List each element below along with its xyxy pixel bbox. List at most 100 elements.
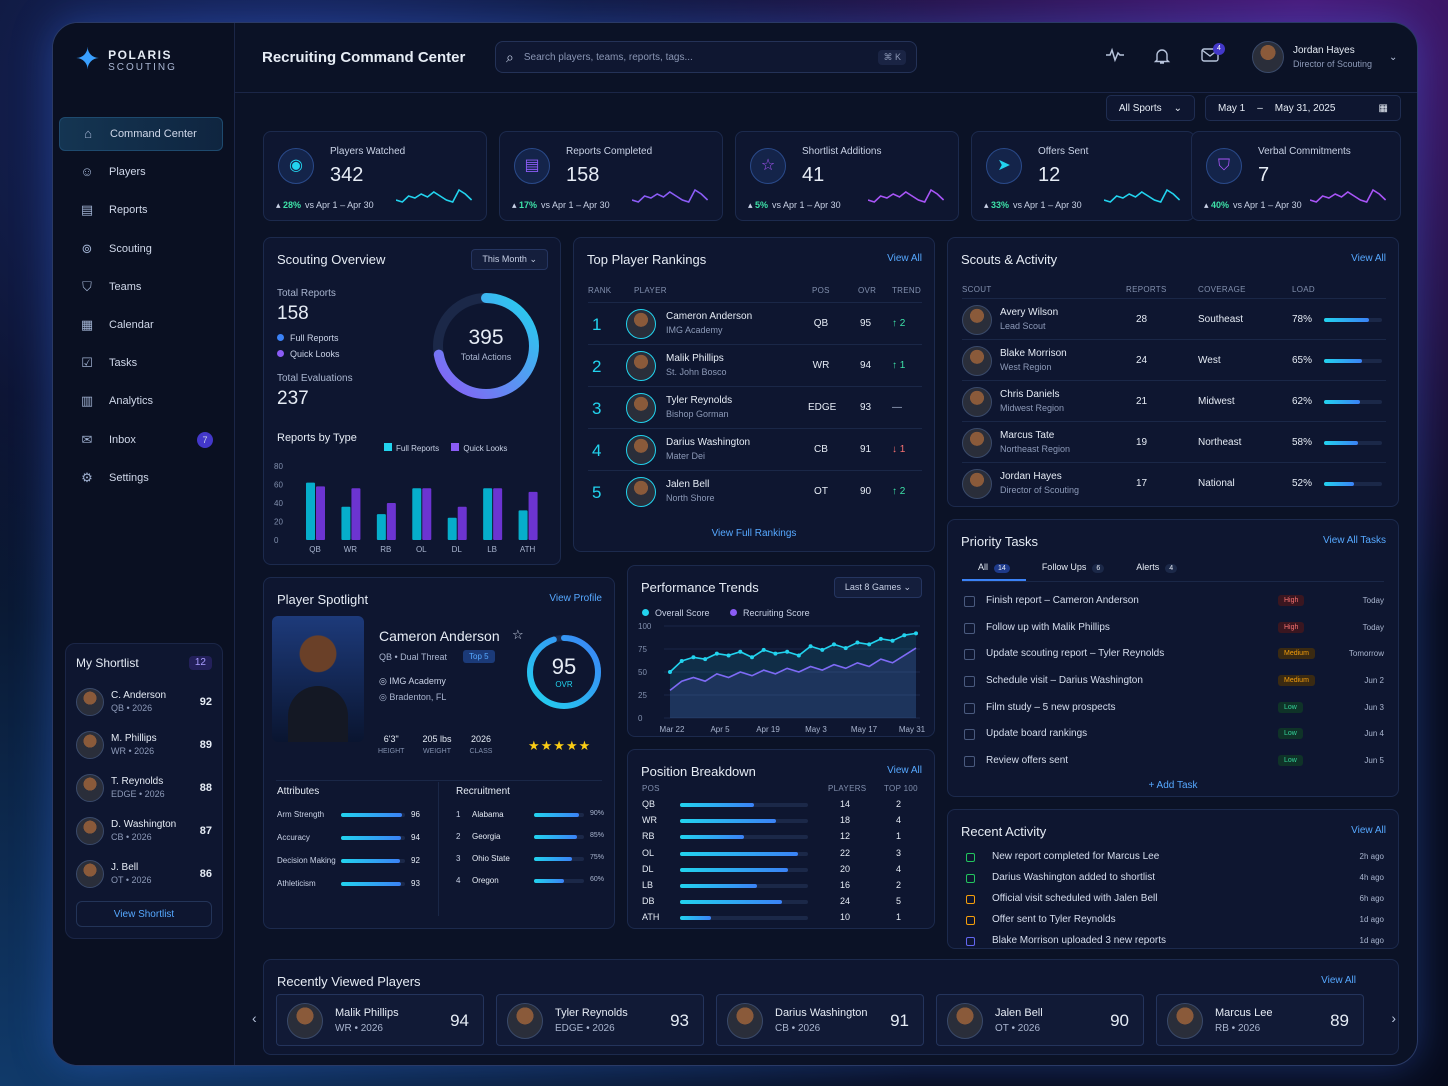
scouts-view-all-link[interactable]: View All (1351, 253, 1386, 264)
task-row[interactable]: Follow up with Malik Phillips High Today (962, 617, 1386, 644)
kpi-card-offers-sent[interactable]: ➤ Offers Sent 12 ▴ 33% vs Apr 1 – Apr 30 (971, 131, 1195, 221)
overview-range-select[interactable]: This Month ⌄ (471, 249, 548, 270)
activity-row[interactable]: Darius Washington added to shortlist 4h a… (962, 871, 1386, 892)
scout-row[interactable]: Avery Wilson Lead Scout 28 Southeast 78% (962, 298, 1386, 339)
date-range-picker[interactable]: May 1 – May 31, 2025 ▦ (1205, 95, 1401, 121)
sidebar-item-players[interactable]: ☺ Players (59, 155, 223, 189)
user-menu[interactable]: Jordan Hayes Director of Scouting ⌄ (1252, 41, 1397, 73)
task-checkbox[interactable] (964, 622, 975, 634)
kpi-card-verbal-commitments[interactable]: ⛉ Verbal Commitments 7 ▴ 40% vs Apr 1 – Apr … (1191, 131, 1401, 221)
tab-all[interactable]: All 14 (962, 556, 1026, 581)
scout-row[interactable]: Jordan Hayes Director of Scouting 17 Nation… (962, 462, 1386, 503)
task-checkbox[interactable] (964, 702, 975, 714)
positions-view-all-link[interactable]: View All (887, 765, 922, 776)
sidebar-item-settings[interactable]: ⚙ Settings (59, 461, 223, 495)
shortlist-item[interactable]: M. Phillips WR • 2026 89 (76, 723, 212, 766)
recent-player-card[interactable]: Jalen Bell OT • 2026 90 (936, 994, 1144, 1046)
recent-player-sub: RB • 2026 (1215, 1023, 1261, 1034)
scout-row[interactable]: Blake Morrison West Region 24 West 65% (962, 339, 1386, 380)
avatar (727, 1003, 763, 1039)
shortlist-item[interactable]: D. Washington CB • 2026 87 (76, 809, 212, 852)
search-bar[interactable]: ⌕ Search players, teams, reports, tags..… (495, 41, 917, 73)
scout-load-bar (1324, 400, 1382, 404)
recent-player-card[interactable]: Tyler Reynolds EDGE • 2026 93 (496, 994, 704, 1046)
task-row[interactable]: Schedule visit – Darius Washington Medium… (962, 670, 1386, 697)
task-checkbox[interactable] (964, 596, 975, 607)
sidebar-item-tasks[interactable]: ☑ Tasks (59, 346, 223, 380)
view-full-rankings-link[interactable]: View Full Rankings (711, 528, 797, 539)
rankings-col-trend: TREND (892, 286, 922, 295)
kpi-card-reports-completed[interactable]: ▤ Reports Completed 158 ▴ 17% vs Apr 1 – Apr… (499, 131, 723, 221)
sidebar-item-scouting[interactable]: ⊚ Scouting (59, 232, 223, 266)
task-row[interactable]: Update board rankings Low Jun 4 (962, 723, 1386, 750)
search-shortcut: ⌘ K (878, 49, 906, 65)
task-row[interactable]: Review offers sent Low Jun 5 (962, 750, 1386, 777)
tab-follow-ups[interactable]: Follow Ups 6 (1026, 556, 1120, 581)
recent-view-all-link[interactable]: View All (1321, 975, 1356, 986)
task-row[interactable]: Finish report – Cameron Anderson High Toda… (962, 590, 1386, 617)
recent-player-card[interactable]: Darius Washington CB • 2026 91 (716, 994, 924, 1046)
mail-icon[interactable]: 4 (1201, 43, 1225, 68)
recruitment-school: Alabama (472, 810, 504, 819)
chevron-right-icon[interactable]: › (1391, 1010, 1396, 1026)
favorite-star-icon[interactable]: ☆ (512, 627, 524, 642)
recent-player-card[interactable]: Marcus Lee RB • 2026 89 (1156, 994, 1364, 1046)
task-checkbox[interactable] (964, 729, 975, 741)
sidebar-item-calendar[interactable]: ▦ Calendar (59, 308, 223, 342)
kpi-card-players-watched[interactable]: ◉ Players Watched 342 ▴ 28% vs Apr 1 – Apr 3… (263, 131, 487, 221)
activity-row[interactable]: Official visit scheduled with Jalen Bell… (962, 892, 1386, 913)
task-checkbox[interactable] (964, 756, 975, 768)
bell-icon[interactable] (1153, 47, 1171, 70)
view-all-tasks-link[interactable]: View All Tasks (1323, 535, 1386, 546)
attribute-row: Arm Strength 96 (277, 810, 427, 833)
kpi-card-shortlist-additions[interactable]: ☆ Shortlist Additions 41 ▴ 5% vs Apr 1 – Apr… (735, 131, 959, 221)
sidebar-item-command-center[interactable]: ⌂ Command Center (59, 117, 223, 151)
scout-row[interactable]: Marcus Tate Northeast Region 19 Northeast 58… (962, 421, 1386, 462)
trends-range-value: Last 8 Games (844, 582, 901, 592)
recruiting-score-area (670, 648, 916, 718)
ranking-pos: WR (812, 360, 830, 371)
recent-player-name: Marcus Lee (1215, 1007, 1273, 1019)
activity-row[interactable]: Blake Morrison uploaded 3 new reports 1d … (962, 934, 1386, 955)
activity-view-all-link[interactable]: View All (1351, 825, 1386, 836)
task-checkbox[interactable] (964, 676, 975, 688)
activity-time: 1d ago (1359, 936, 1384, 945)
activity-pulse-icon[interactable] (1105, 47, 1125, 68)
tab-alerts[interactable]: Alerts 4 (1120, 556, 1193, 581)
sidebar-item-analytics[interactable]: ▥ Analytics (59, 384, 223, 418)
scout-row[interactable]: Chris Daniels Midwest Region 21 Midwest 62% (962, 380, 1386, 421)
chevron-left-icon[interactable]: ‹ (252, 1010, 257, 1026)
view-shortlist-button[interactable]: View Shortlist (76, 901, 212, 927)
overall-score-point (691, 655, 696, 660)
rankings-view-all-link[interactable]: View All (887, 253, 922, 264)
ranking-row[interactable]: 1 Cameron Anderson IMG Academy QB 95 ↑ 2 (588, 302, 922, 344)
brand-logo[interactable]: ✦ POLARIS SCOUTING (75, 45, 177, 75)
sidebar-item-reports[interactable]: ▤ Reports (59, 193, 223, 227)
search-input[interactable]: Search players, teams, reports, tags... (523, 51, 693, 63)
shortlist-item[interactable]: J. Bell OT • 2026 86 (76, 852, 212, 895)
ranking-player-name: Darius Washington (666, 437, 751, 448)
y-tick-label: 0 (274, 536, 279, 545)
view-profile-link[interactable]: View Profile (549, 593, 602, 604)
task-checkbox[interactable] (964, 649, 975, 661)
sidebar-item-inbox[interactable]: ✉ Inbox 7 (59, 423, 223, 457)
ranking-row[interactable]: 2 Malik Phillips St. John Bosco WR 94 ↑ 1 (588, 344, 922, 386)
shortlist-item[interactable]: T. Reynolds EDGE • 2026 88 (76, 766, 212, 809)
main-area: Recruiting Command Center ⌕ Search playe… (235, 23, 1417, 1065)
task-row[interactable]: Update scouting report – Tyler Reynolds M… (962, 643, 1386, 670)
ranking-row[interactable]: 3 Tyler Reynolds Bishop Gorman EDGE 93 — (588, 386, 922, 428)
ranking-row[interactable]: 4 Darius Washington Mater Dei CB 91 ↓ 1 (588, 428, 922, 470)
trends-range-select[interactable]: Last 8 Games ⌄ (833, 577, 922, 598)
sport-select[interactable]: All Sports ⌄ (1105, 95, 1195, 121)
task-row[interactable]: Film study – 5 new prospects Low Jun 3 (962, 697, 1386, 724)
position-players: 16 (840, 879, 851, 890)
activity-row[interactable]: Offer sent to Tyler Reynolds 1d ago (962, 913, 1386, 934)
add-task-button[interactable]: + Add Task (1148, 780, 1198, 791)
sidebar-item-teams[interactable]: ⛉ Teams (59, 270, 223, 304)
date-from: May 1 (1218, 102, 1246, 114)
position-code: DB (642, 896, 655, 907)
recent-player-card[interactable]: Malik Phillips WR • 2026 94 (276, 994, 484, 1046)
shortlist-item[interactable]: C. Anderson QB • 2026 92 (76, 680, 212, 723)
activity-row[interactable]: New report completed for Marcus Lee 2h ag… (962, 850, 1386, 871)
ranking-row[interactable]: 5 Jalen Bell North Shore OT 90 ↑ 2 (588, 470, 922, 512)
